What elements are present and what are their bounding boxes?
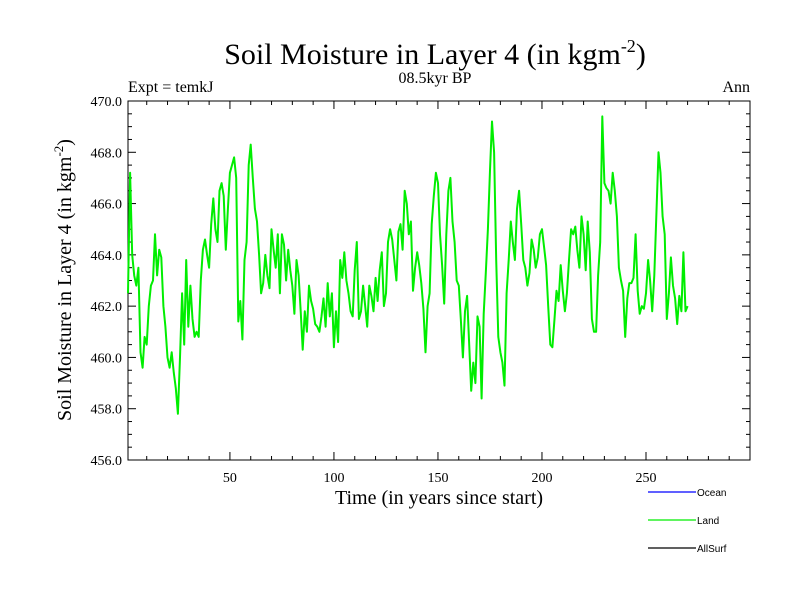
- land-series-line: [127, 115, 689, 415]
- y-axis: 456.0 458.0 460.0 462.0 464.0 466.0 468.0 470.0: [91, 95, 750, 469]
- season-label: Ann: [722, 79, 750, 96]
- x-tick-label: 150: [427, 471, 448, 486]
- y-tick-label: 458.0: [91, 403, 123, 418]
- y-axis-title: Soil Moisture in Layer 4 (in kgm-2): [51, 139, 76, 421]
- x-tick-label: 100: [323, 471, 344, 486]
- x-axis: 50 100 150 200 250: [146, 101, 730, 486]
- y-tick-label: 466.0: [91, 198, 123, 213]
- y-tick-label: 464.0: [91, 249, 123, 264]
- legend: Ocean Land AllSurf: [648, 488, 727, 555]
- period-label: 08.5kyr BP: [399, 70, 472, 87]
- legend-label-land: Land: [697, 516, 719, 527]
- legend-label-allsurf: AllSurf: [697, 544, 727, 555]
- plot-frame: [127, 100, 751, 461]
- y-tick-label: 456.0: [91, 454, 123, 469]
- y-tick-label: 460.0: [91, 351, 123, 366]
- x-tick-label: 200: [531, 471, 552, 486]
- x-tick-label: 50: [223, 471, 237, 486]
- experiment-label: Expt = temkJ: [128, 79, 213, 96]
- chart-title: Soil Moisture in Layer 4 (in kgm-2): [224, 36, 646, 71]
- y-tick-label: 462.0: [91, 300, 123, 315]
- y-tick-label: 470.0: [91, 95, 123, 110]
- y-tick-label: 468.0: [91, 146, 123, 161]
- legend-label-ocean: Ocean: [697, 488, 726, 499]
- x-tick-label: 250: [635, 471, 656, 486]
- x-axis-title: Time (in years since start): [335, 487, 543, 509]
